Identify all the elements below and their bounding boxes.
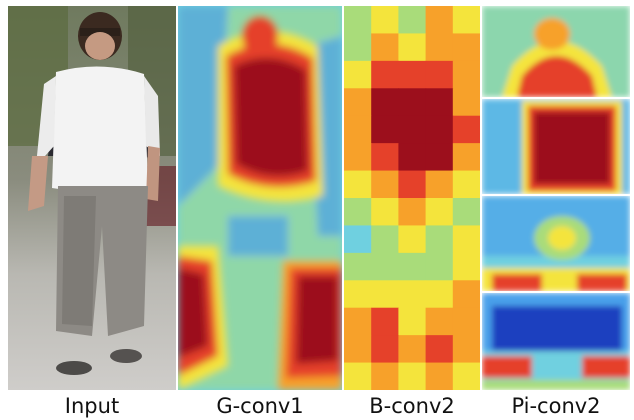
pi-conv2-heatmaps bbox=[482, 6, 630, 390]
b-conv2-cell bbox=[344, 143, 372, 172]
b-conv2-cell bbox=[398, 307, 427, 336]
b-conv2-cell bbox=[371, 60, 399, 89]
b-conv2-cell bbox=[344, 362, 372, 390]
b-conv2-cell bbox=[371, 225, 399, 254]
b-conv2-cell bbox=[425, 170, 454, 199]
b-conv2-cell bbox=[371, 362, 399, 390]
b-conv2-cell bbox=[425, 115, 454, 144]
b-conv2-cell bbox=[371, 6, 399, 34]
b-conv2-cell bbox=[344, 33, 372, 62]
b-conv2-cell bbox=[398, 335, 427, 364]
b-conv2-cell bbox=[452, 60, 480, 89]
caption-g-conv1: G-conv1 bbox=[216, 394, 304, 418]
g-conv1-heatmap bbox=[178, 6, 342, 390]
b-conv2-cell bbox=[344, 170, 372, 199]
b-conv2-cell bbox=[371, 307, 399, 336]
b-conv2-cell bbox=[452, 225, 480, 254]
caption-input: Input bbox=[64, 394, 120, 418]
b-conv2-cell bbox=[452, 280, 480, 309]
input-image bbox=[8, 6, 176, 390]
b-conv2-cell bbox=[344, 198, 372, 226]
b-conv2-cell bbox=[371, 143, 399, 172]
b-conv2-cell bbox=[371, 335, 399, 364]
b-conv2-cell bbox=[425, 252, 454, 281]
b-conv2-cell bbox=[398, 170, 427, 199]
b-conv2-cell bbox=[398, 115, 427, 144]
b-conv2-cell bbox=[371, 33, 399, 62]
b-conv2-cell bbox=[425, 307, 454, 336]
b-conv2-cell bbox=[425, 88, 454, 117]
b-conv2-cell bbox=[425, 60, 454, 89]
b-conv2-cell bbox=[398, 6, 427, 34]
b-conv2-cell bbox=[344, 252, 372, 281]
b-conv2-cell bbox=[452, 88, 480, 117]
b-conv2-cell bbox=[398, 143, 427, 172]
b-conv2-cell bbox=[344, 115, 372, 144]
b-conv2-cell bbox=[398, 198, 427, 226]
b-conv2-cell bbox=[344, 307, 372, 336]
b-conv2-cell bbox=[425, 198, 454, 226]
b-conv2-cell bbox=[371, 280, 399, 309]
b-conv2-cell bbox=[344, 335, 372, 364]
b-conv2-cell bbox=[425, 280, 454, 309]
b-conv2-cell bbox=[398, 33, 427, 62]
b-conv2-cell bbox=[425, 225, 454, 254]
b-conv2-cell bbox=[398, 88, 427, 117]
b-conv2-cell bbox=[452, 143, 480, 172]
b-conv2-heatmap bbox=[344, 6, 480, 390]
b-conv2-cell bbox=[344, 60, 372, 89]
b-conv2-cell bbox=[452, 6, 480, 34]
b-conv2-cell bbox=[452, 252, 480, 281]
b-conv2-cell bbox=[398, 60, 427, 89]
b-conv2-cell bbox=[425, 335, 454, 364]
b-conv2-cell bbox=[425, 33, 454, 62]
b-conv2-cell bbox=[398, 252, 427, 281]
b-conv2-cell bbox=[452, 198, 480, 226]
b-conv2-cell bbox=[371, 170, 399, 199]
b-conv2-cell bbox=[398, 362, 427, 390]
b-conv2-cell bbox=[452, 33, 480, 62]
b-conv2-cell bbox=[398, 280, 427, 309]
b-conv2-cell bbox=[425, 143, 454, 172]
b-conv2-cell bbox=[452, 362, 480, 390]
b-conv2-cell bbox=[371, 88, 399, 117]
caption-b-conv2: B-conv2 bbox=[369, 394, 455, 418]
b-conv2-cell bbox=[452, 115, 480, 144]
b-conv2-cell bbox=[371, 115, 399, 144]
b-conv2-cell bbox=[344, 6, 372, 34]
b-conv2-cell bbox=[425, 6, 454, 34]
b-conv2-cell bbox=[371, 252, 399, 281]
caption-pi-conv2: Pi-conv2 bbox=[511, 394, 601, 418]
b-conv2-cell bbox=[452, 170, 480, 199]
b-conv2-cell bbox=[344, 280, 372, 309]
b-conv2-cell bbox=[344, 225, 372, 254]
b-conv2-cell bbox=[371, 198, 399, 226]
b-conv2-cell bbox=[425, 362, 454, 390]
b-conv2-cell bbox=[452, 307, 480, 336]
b-conv2-cell bbox=[398, 225, 427, 254]
b-conv2-cell bbox=[452, 335, 480, 364]
b-conv2-cell bbox=[344, 88, 372, 117]
